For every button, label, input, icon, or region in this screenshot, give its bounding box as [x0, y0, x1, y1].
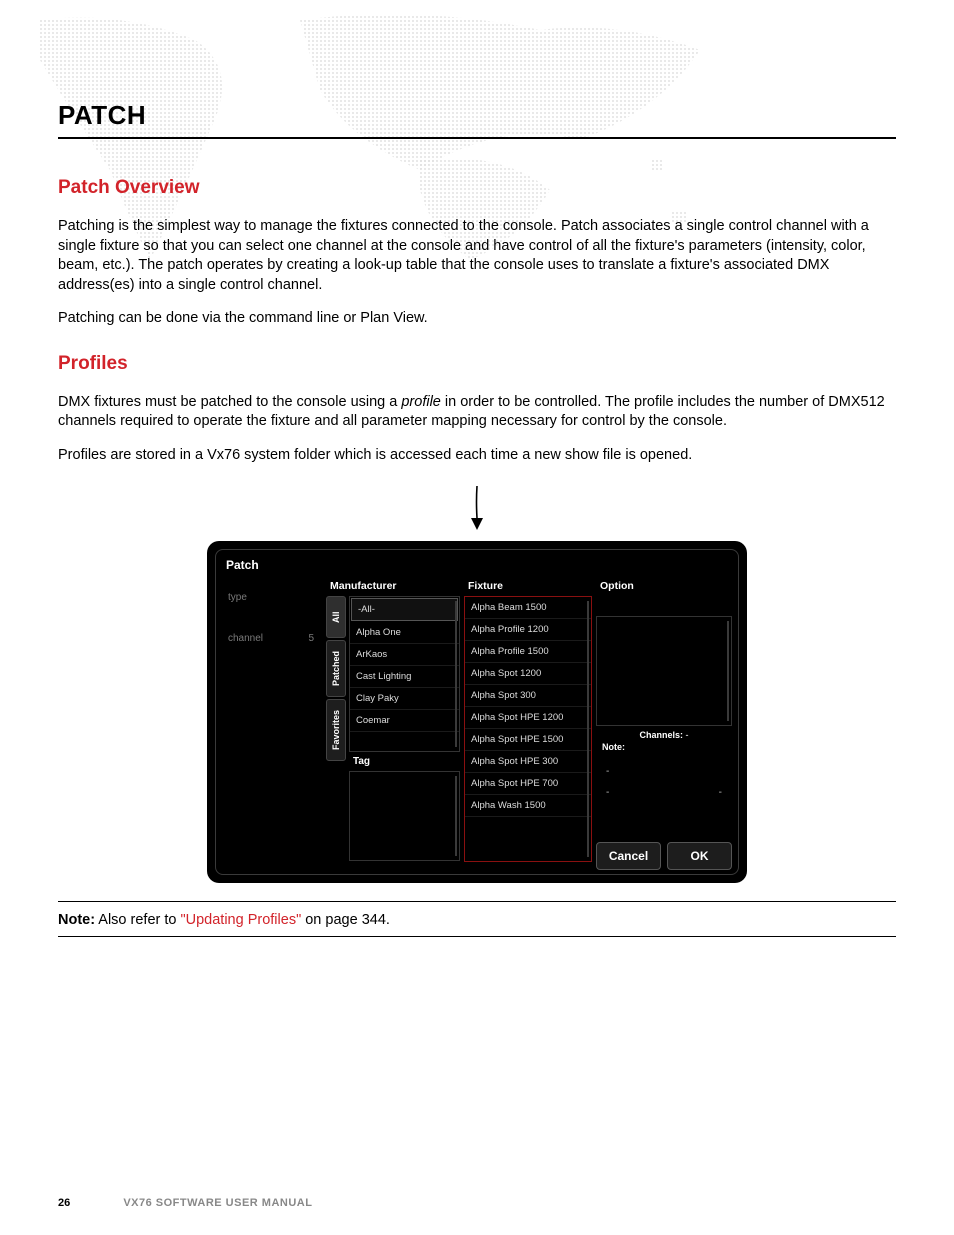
option-list[interactable]	[596, 616, 732, 726]
list-item[interactable]: Alpha Spot HPE 1200	[465, 707, 591, 729]
profiles-paragraph-1: DMX fixtures must be patched to the cons…	[58, 393, 896, 432]
profiles-p1-pre: DMX fixtures must be patched to the cons…	[58, 394, 401, 410]
manual-title: VX76 SOFTWARE USER MANUAL	[123, 1197, 312, 1209]
list-item[interactable]: Alpha Beam 1500	[465, 597, 591, 619]
list-item[interactable]: Alpha Spot HPE 300	[465, 751, 591, 773]
channels-label: Channels:	[639, 730, 683, 740]
overview-paragraph-2: Patching can be done via the command lin…	[58, 309, 896, 329]
tag-box[interactable]	[349, 771, 460, 861]
list-item[interactable]: Alpha Spot 300	[465, 685, 591, 707]
list-item[interactable]: Coemar	[350, 710, 459, 732]
vtab-favorites[interactable]: Favorites	[326, 699, 346, 761]
note-paragraph: Note: Also refer to "Updating Profiles" …	[58, 912, 896, 928]
profiles-p1-emphasis: profile	[401, 394, 441, 410]
profiles-paragraph-2: Profiles are stored in a Vx76 system fol…	[58, 446, 896, 466]
list-item[interactable]: Alpha Wash 1500	[465, 795, 591, 817]
note-mid: Also refer to	[95, 912, 180, 928]
type-label: type	[228, 592, 247, 603]
overview-paragraph-1: Patching is the simplest way to manage t…	[58, 217, 896, 295]
page-title: PATCH	[58, 100, 896, 139]
dash-text: -	[606, 766, 609, 777]
callout-arrow	[58, 484, 896, 537]
list-item[interactable]: Alpha Profile 1500	[465, 641, 591, 663]
list-item[interactable]: Alpha Profile 1200	[465, 619, 591, 641]
page-number: 26	[58, 1197, 70, 1209]
note-link[interactable]: "Updating Profiles"	[181, 912, 302, 928]
page-footer: 26 VX76 SOFTWARE USER MANUAL	[58, 1197, 312, 1209]
channels-value: -	[686, 730, 689, 740]
list-item[interactable]: -All-	[351, 598, 458, 621]
list-item[interactable]: Alpha Spot HPE 700	[465, 773, 591, 795]
patch-dialog-screenshot: Patch type channel 5 Manufacturer	[207, 541, 747, 883]
tag-label: Tag	[349, 752, 460, 769]
list-item[interactable]: Alpha One	[350, 622, 459, 644]
vtab-patched[interactable]: Patched	[326, 640, 346, 697]
vertical-tabs: All Patched Favorites	[326, 596, 346, 861]
note-label: Note:	[598, 742, 730, 752]
list-item[interactable]: Cast Lighting	[350, 666, 459, 688]
scrollbar[interactable]	[455, 776, 457, 856]
scrollbar[interactable]	[727, 621, 729, 721]
option-header: Option	[596, 578, 732, 596]
dialog-title: Patch	[222, 556, 732, 578]
ok-button[interactable]: OK	[667, 842, 732, 870]
channel-label: channel	[228, 633, 263, 644]
dialog-left-panel: type channel 5	[222, 578, 320, 652]
note-suffix: on page 344.	[301, 912, 390, 928]
channel-value: 5	[308, 633, 314, 644]
dash-text: -	[719, 787, 722, 798]
note-rule-top	[58, 901, 896, 902]
scrollbar[interactable]	[587, 601, 589, 857]
manufacturer-header: Manufacturer	[326, 578, 460, 596]
manufacturer-list[interactable]: -All- Alpha One ArKaos Cast Lighting Cla…	[349, 596, 460, 752]
note-rule-bottom	[58, 936, 896, 937]
fixture-header: Fixture	[464, 578, 592, 596]
list-item[interactable]: ArKaos	[350, 644, 459, 666]
section-patch-overview-title: Patch Overview	[58, 177, 896, 199]
list-item[interactable]: Alpha Spot HPE 1500	[465, 729, 591, 751]
list-item[interactable]: Alpha Spot 1200	[465, 663, 591, 685]
cancel-button[interactable]: Cancel	[596, 842, 661, 870]
dash-text: -	[606, 787, 609, 798]
list-item[interactable]: Clay Paky	[350, 688, 459, 710]
note-prefix: Note:	[58, 912, 95, 928]
fixture-list[interactable]: Alpha Beam 1500 Alpha Profile 1200 Alpha…	[464, 596, 592, 862]
scrollbar[interactable]	[455, 601, 457, 747]
section-profiles-title: Profiles	[58, 353, 896, 375]
vtab-all[interactable]: All	[326, 596, 346, 638]
